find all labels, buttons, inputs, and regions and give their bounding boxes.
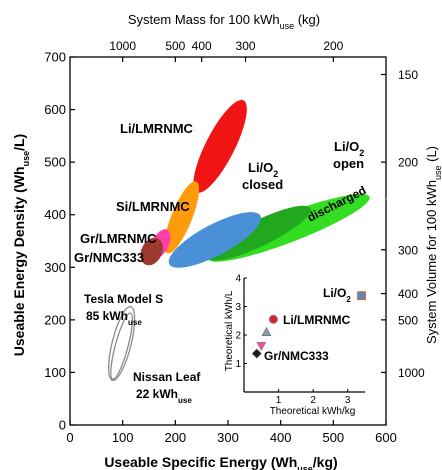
x-tick-label: 400 — [270, 430, 292, 445]
y-tick-label: 0 — [59, 418, 66, 433]
x-tick-label: 500 — [322, 430, 344, 445]
right-axis-title: System Volume for 100 kWhuse (L) — [424, 146, 442, 344]
x-tick-label: 100 — [112, 430, 134, 445]
inset-point-gr-lmrnmc — [256, 342, 267, 351]
label-tesla-capacity: 85 kWhuse — [86, 309, 142, 327]
inset-point-li-lmrnmc — [268, 314, 279, 325]
inset-point-li-o2 — [357, 291, 366, 301]
label-nissan-capacity: 22 kWhuse — [136, 387, 192, 405]
x-axis-title: Useable Specific Energy (Whuse/kg) — [104, 454, 337, 470]
right-tick-label: 200 — [398, 156, 418, 170]
x-tick-label: 0 — [66, 430, 73, 445]
inset-x-tick-label: 1 — [276, 395, 282, 406]
inset-y-tick-label: 3 — [235, 302, 241, 313]
right-tick-label: 1000 — [398, 366, 425, 380]
inset-x-tick-label: 2 — [310, 395, 316, 406]
y-tick-label: 300 — [44, 260, 66, 275]
vehicle-nissan-leaf — [110, 312, 134, 380]
right-tick-label: 400 — [398, 287, 418, 301]
inset-chart: 1 2 3 1 2 3 4 Theoretical kWh/kg Theoretical kWh… — [224, 266, 376, 418]
inset-x-tick-label: 3 — [345, 395, 351, 406]
label-gr-nmc333: Gr/NMC333 — [74, 250, 144, 265]
label-tesla-model-s: Tesla Model S — [84, 292, 163, 306]
label-si-lmrnmc: Si/LMRNMC — [116, 199, 190, 214]
right-tick-label: 150 — [398, 68, 418, 82]
inset-point-si-lmrnmc — [261, 327, 272, 336]
label-lio2-closed-line1: Li/O2 — [248, 160, 278, 179]
plot-frame: 0 100 200 300 400 500 600 0 100 200 300 400 500 600 70… — [44, 39, 425, 445]
region-li-lmrnmc — [193, 99, 247, 193]
y-tick-label: 700 — [44, 50, 66, 65]
top-tick-label: 1000 — [109, 39, 136, 53]
inset-background — [227, 266, 376, 418]
inset-label-lio2: Li/O2 — [323, 286, 351, 304]
label-nissan-leaf: Nissan Leaf — [133, 370, 201, 384]
inset-y-axis-title: Theoretical kWh/L — [224, 290, 235, 371]
x-tick-label: 600 — [375, 430, 397, 445]
region-li-o2-closed — [168, 212, 261, 268]
vehicle-tesla-model-s — [107, 306, 136, 381]
inset-x-axis-title: Theoretical kWh/kg — [270, 406, 356, 417]
y-tick-label: 400 — [44, 207, 66, 222]
inset-y-tick-label: 4 — [235, 274, 241, 285]
top-axis-title: System Mass for 100 kWhuse (kg) — [128, 12, 320, 31]
label-lio2-open-line1: Li/O2 — [334, 139, 364, 158]
label-li-lmrnmc: Li/LMRNMC — [120, 121, 194, 136]
region-layer — [140, 99, 370, 268]
top-tick-label: 300 — [236, 39, 256, 53]
top-tick-label: 200 — [323, 39, 343, 53]
inset-point-gr-nmc333 — [251, 348, 262, 359]
top-tick-label: 400 — [192, 39, 212, 53]
inset-label-li-lmrnmc: Li/LMRNMC — [283, 313, 351, 327]
y-tick-label: 100 — [44, 365, 66, 380]
label-gr-lmrnmc: Gr/LMRNMC — [80, 231, 157, 246]
right-tick-label: 300 — [398, 243, 418, 257]
region-gr-nmc333 — [140, 237, 163, 266]
y-tick-label: 200 — [44, 312, 66, 327]
y-tick-label: 600 — [44, 102, 66, 117]
label-lio2-open-line2: open — [333, 156, 364, 171]
y-axis-title: Useable Energy Density (Whuse/L) — [11, 134, 31, 356]
y-tick-label: 500 — [44, 155, 66, 170]
inset-label-gr-nmc333: Gr/NMC333 — [264, 349, 329, 363]
inset-y-tick-label: 2 — [235, 331, 241, 342]
x-tick-label: 200 — [164, 430, 186, 445]
inset-y-tick-label: 1 — [235, 359, 241, 370]
vehicle-layer — [107, 306, 136, 381]
region-li-o2-open-discharged — [208, 205, 311, 261]
right-tick-label: 500 — [398, 313, 418, 327]
label-charged: charged — [360, 185, 409, 215]
x-tick-label: 300 — [217, 430, 239, 445]
top-tick-label: 500 — [165, 39, 185, 53]
label-lio2-closed-line2: closed — [242, 177, 283, 192]
region-si-lmrnmc — [164, 181, 200, 254]
